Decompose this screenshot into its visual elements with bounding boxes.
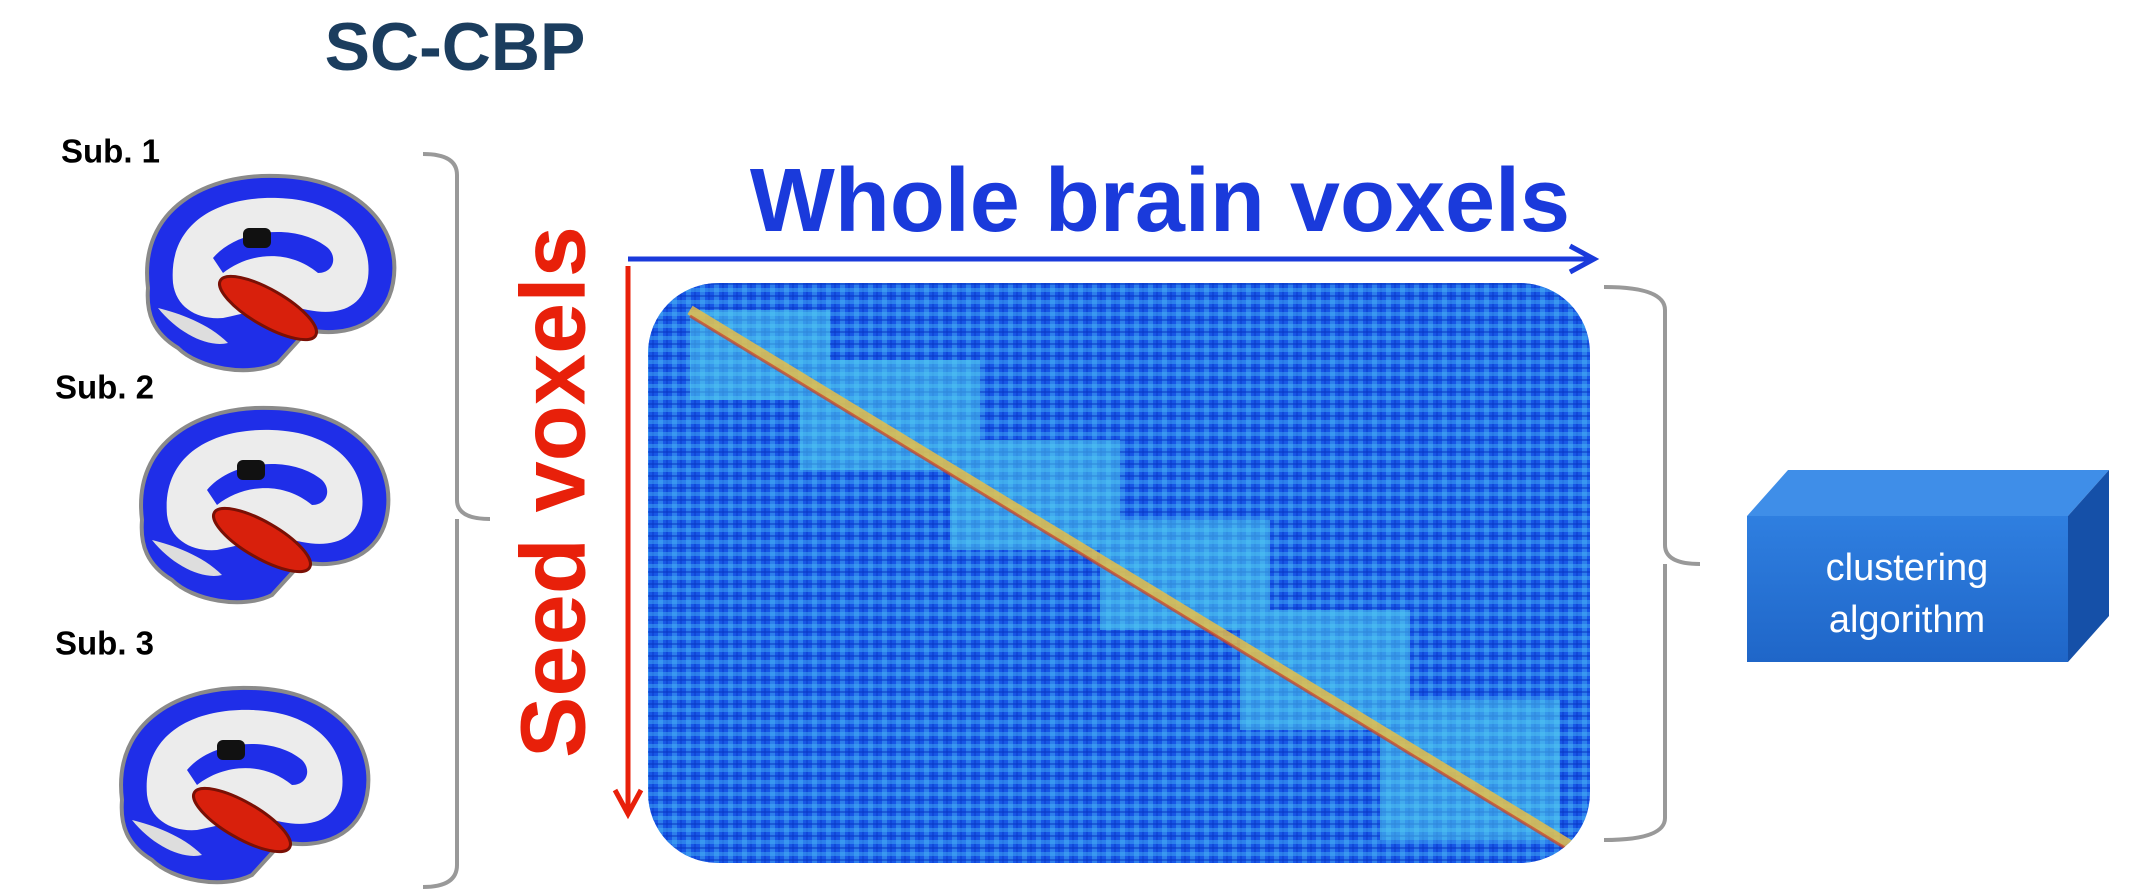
- subject-label: Sub. 3: [55, 625, 154, 662]
- page: SC-CBP Sub. 1 Sub. 2 Sub. 3 Whole brain …: [0, 0, 2129, 889]
- bracket: [423, 154, 490, 887]
- connectivity-matrix: [648, 283, 1590, 863]
- algorithm-box: clustering algorithm: [1747, 470, 2109, 662]
- brain-image: [121, 688, 368, 882]
- box-text: algorithm: [1829, 599, 1985, 641]
- brain-image: [147, 176, 394, 370]
- bracket: [1604, 287, 1700, 840]
- brain-image: [141, 408, 388, 602]
- y-axis-label: Seed voxels: [502, 226, 604, 758]
- subject-label: Sub. 2: [55, 369, 154, 406]
- box-top: [1747, 470, 2109, 516]
- diagram: SC-CBP Sub. 1 Sub. 2 Sub. 3 Whole brain …: [0, 0, 2129, 889]
- box-text: clustering: [1826, 547, 1989, 589]
- x-axis-label: Whole brain voxels: [750, 151, 1570, 251]
- subject-label: Sub. 1: [61, 133, 160, 170]
- title: SC-CBP: [325, 9, 586, 85]
